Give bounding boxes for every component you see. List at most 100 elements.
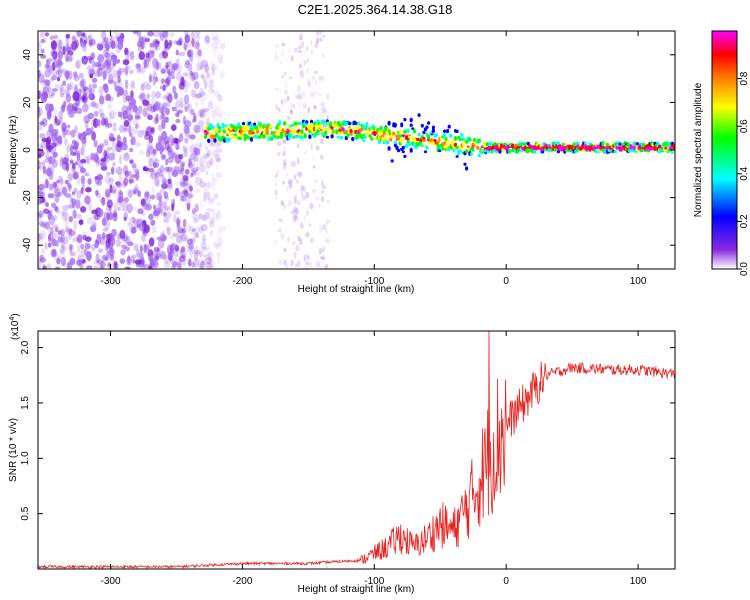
spectrogram-noise-cell [171,63,179,70]
spectrogram-noise-cell [326,200,331,204]
spectrogram-noise-cell [181,78,185,87]
spectrogram-noise-cell [47,110,52,121]
spectrogram-noise-cell [174,187,180,197]
spectrogram-noise-cell [307,81,312,88]
spectrogram-noise-cell [130,80,135,90]
spectrogram-noise-cell [148,237,155,247]
spectrogram-noise-cell [68,172,73,183]
spectrogram-noise-cell [211,78,215,87]
spectrogram-noise-cell [194,176,202,186]
spectrogram-signal-cell [215,132,219,138]
spectrogram-noise-cell [123,211,128,220]
spectrogram-noise-cell [55,43,62,54]
spectrogram-signal-cell [601,140,605,147]
spectrogram-noise-cell [314,195,319,201]
spectrogram-noise-cell [164,78,170,84]
spectrogram-ytick-label: -40 [22,238,33,253]
spectrogram-signal-cell [583,142,587,146]
spectrogram-noise-cell [39,133,46,139]
spectrogram-signal-cell [547,148,551,153]
spectrogram-noise-cell [209,219,215,228]
spectrogram-noise-cell [186,242,192,253]
spectrogram-noise-cell [193,214,200,223]
spectrogram-noise-cell [77,132,82,140]
spectrogram-noise-cell [145,126,153,136]
spectrogram-noise-cell [114,36,119,42]
spectrogram-noise-cell [305,252,309,259]
spectrogram-noise-cell [149,257,154,265]
spectrogram-noise-cell [106,199,113,209]
spectrogram-noise-cell [51,74,58,81]
spectrogram-noise-cell [124,67,128,77]
spectrogram-noise-cell [322,224,327,231]
spectrogram-noise-cell [216,225,221,231]
spectrogram-noise-cell [104,86,108,95]
spectrogram-noise-cell [40,161,45,166]
spectrogram-noise-cell [182,256,187,267]
spectrogram-noise-cell [52,34,59,40]
spectrogram-noise-cell [137,208,144,214]
spectrogram-noise-cell [325,219,330,224]
spectrogram-noise-cell [105,191,111,198]
spectrogram-noise-cell [171,169,179,177]
spectrogram-noise-cell [283,259,287,266]
spectrogram-noise-cell [182,178,188,186]
spectrogram-noise-cell [130,50,135,61]
spectrogram-noise-cell [166,247,174,256]
spectrogram-noise-cell [192,156,199,162]
spectrogram-signal-cell [620,146,624,152]
spectrogram-noise-cell [170,75,176,80]
spectrogram-noise-cell [317,38,321,43]
spectrogram-noise-cell [188,73,191,79]
spectrogram-signal-cell [393,122,397,128]
spectrogram-noise-cell [78,219,84,225]
spectrogram-noise-cell [61,157,69,165]
spectrogram-noise-cell [52,53,58,60]
spectrogram-noise-cell [215,164,221,170]
spectrogram-noise-cell [191,71,199,81]
spectrogram-noise-cell [143,98,147,106]
spectrogram-noise-cell [109,254,115,262]
spectrogram-noise-cell [209,157,214,166]
spectrogram-noise-cell [136,63,142,74]
spectrogram-noise-cell [190,72,196,82]
spectrogram-signal-cell [336,135,340,139]
spectrogram-noise-cell [87,35,91,46]
spectrogram-noise-cell [85,120,89,130]
spectrogram-noise-cell [147,31,154,37]
spectrogram-noise-cell [156,192,162,201]
spectrogram-noise-cell [104,175,111,184]
spectrogram-noise-cell [290,259,294,267]
spectrogram-noise-cell [71,41,78,51]
spectrogram-noise-cell [175,235,183,244]
spectrogram-noise-cell [192,93,198,99]
spectrogram-noise-cell [304,232,308,237]
spectrogram-signal-cell [316,129,320,134]
spectrogram-noise-cell [116,191,122,200]
spectrogram-noise-cell [161,112,165,120]
spectrogram-noise-cell [144,191,150,198]
spectrogram-noise-cell [146,103,153,112]
spectrogram-noise-cell [138,94,145,100]
spectrogram-noise-cell [63,157,70,163]
spectrogram-signal-cell [322,134,326,138]
spectrogram-noise-cell [193,249,201,255]
spectrogram-noise-cell [303,216,306,221]
spectrogram-signal-cell [447,147,451,152]
spectrogram-noise-cell [191,89,197,98]
spectrogram-noise-cell [218,241,222,245]
spectrogram-noise-cell [183,43,187,51]
spectrogram-noise-cell [198,251,204,258]
spectrogram-noise-cell [162,50,169,59]
spectrogram-noise-cell [93,154,100,163]
spectrogram-noise-cell [194,101,199,107]
spectrogram-noise-cell [195,48,201,56]
spectrogram-noise-cell [300,185,305,192]
spectrogram-noise-cell [215,208,222,218]
spectrogram-noise-cell [323,265,329,269]
spectrogram-signal-cell [289,124,293,128]
spectrogram-noise-cell [138,222,145,232]
spectrogram-noise-cell [322,255,325,262]
spectrogram-signal-cell [321,132,325,136]
spectrogram-noise-cell [173,250,179,258]
